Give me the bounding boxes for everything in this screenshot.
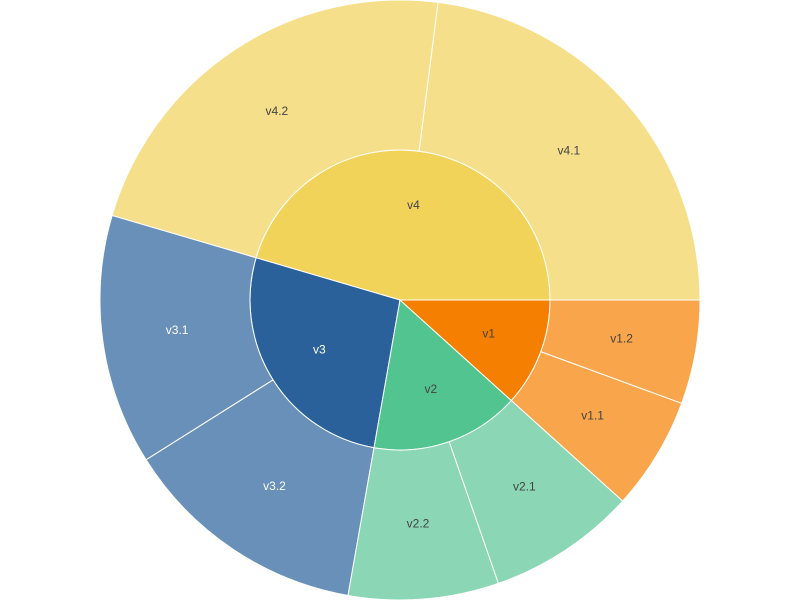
outer-label: v1.1 [581, 408, 604, 422]
outer-label: v3.2 [263, 479, 286, 493]
outer-label: v3.1 [166, 323, 189, 337]
outer-label: v1.2 [610, 332, 633, 346]
outer-wedge [99, 214, 274, 461]
wedges [99, 0, 701, 600]
outer-wedge [111, 0, 439, 259]
outer-wedge [145, 379, 375, 597]
outer-label: v4.1 [558, 143, 581, 157]
inner-label: v4 [407, 198, 420, 212]
inner-label: v3 [313, 342, 326, 356]
labels: v4 v4.1 v4.2 v3 v3.1 v3.2 v2 v2.2 v2.1 v1 v1.1 v1.2 [166, 104, 633, 531]
outer-label: v2.1 [513, 480, 536, 494]
outer-label: v2.2 [407, 516, 430, 530]
outer-wedge [418, 1, 701, 301]
outer-label: v4.2 [266, 104, 289, 118]
inner-label: v1 [482, 326, 495, 340]
outer-wedge [540, 299, 701, 404]
inner-label: v2 [425, 382, 438, 396]
